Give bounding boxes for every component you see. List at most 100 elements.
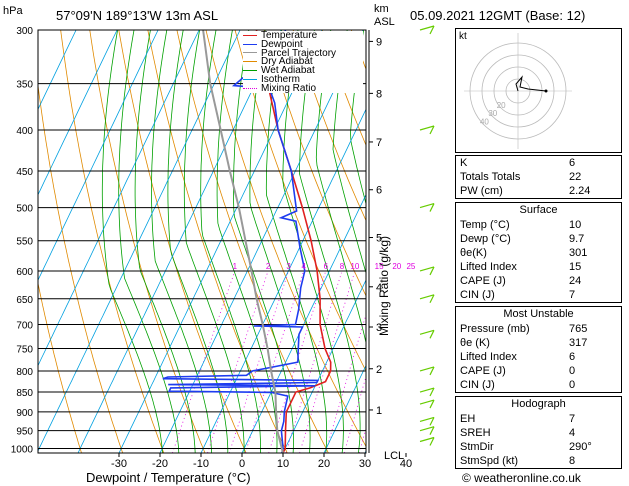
hodograph: kt 40 30 20 bbox=[455, 28, 622, 153]
stmdir-value: 290° bbox=[569, 441, 592, 453]
surface-cin-label: CIN (J) bbox=[460, 289, 495, 301]
legend-label: Mixing Ratio bbox=[261, 82, 317, 94]
temperature-tick-label: 30 bbox=[359, 458, 371, 470]
legend-swatch bbox=[243, 70, 257, 72]
wind-barb bbox=[419, 387, 435, 393]
hodograph-point bbox=[544, 89, 548, 93]
hodograph-kt-label: kt bbox=[459, 31, 467, 42]
wet-adiabat-line bbox=[183, 30, 245, 453]
pw-row: PW (cm) 2.24 bbox=[456, 184, 621, 198]
altitude-tick-label: 4 bbox=[376, 282, 382, 294]
hodograph-table-title: Hodograph bbox=[511, 398, 566, 410]
eh-value: 7 bbox=[569, 413, 576, 425]
pressure-tick-label: 300 bbox=[16, 26, 33, 37]
legend-swatch bbox=[243, 52, 257, 54]
surface-theta-label: θe(K) bbox=[460, 247, 487, 259]
mu-li-label: Lifted Index bbox=[460, 351, 517, 363]
surface-table: Surface Temp (°C) 10 Dewp (°C) 9.7 θe(K) 30… bbox=[455, 202, 622, 303]
legend-label: Temperature bbox=[261, 29, 318, 41]
mixing-ratio-label: 8 bbox=[340, 262, 345, 271]
isotherm-line bbox=[159, 30, 364, 453]
most-unstable-table: Most Unstable Pressure (mb) 765 θe (K) 317… bbox=[455, 306, 622, 393]
dry-adiabat-line bbox=[321, 30, 366, 147]
legend-item: Temperature bbox=[243, 29, 363, 41]
mixing-ratio-line bbox=[207, 272, 268, 453]
wet-adiabat-line bbox=[216, 30, 278, 453]
surface-temp-row: Temp (°C) 10 bbox=[456, 218, 621, 232]
dry-adiabat-line bbox=[205, 30, 366, 448]
wet-adiabat-line bbox=[315, 30, 366, 345]
mixing-ratio-label: 20 bbox=[392, 262, 401, 271]
wind-barb bbox=[419, 202, 435, 209]
hodograph-ring-label: 20 bbox=[497, 101, 506, 110]
dry-adiabat-line bbox=[147, 30, 288, 453]
stmspd-row: StmSpd (kt) 8 bbox=[456, 454, 621, 468]
pw-label: PW (cm) bbox=[460, 185, 503, 197]
wind-barb bbox=[419, 366, 435, 372]
wet-adiabat-line bbox=[332, 30, 366, 275]
wind-barb bbox=[419, 329, 435, 335]
mu-cape-row: CAPE (J) 0 bbox=[456, 364, 621, 378]
totals-totals-value: 22 bbox=[569, 171, 582, 183]
mixing-ratio-line bbox=[299, 272, 355, 453]
mu-pressure-row: Pressure (mb) 765 bbox=[456, 322, 621, 336]
pressure-tick-label: 650 bbox=[16, 295, 33, 306]
hodograph-table: Hodograph EH 7 SREH 4 StmDir 290° StmSpd (k… bbox=[455, 396, 622, 469]
isotherm-line bbox=[241, 193, 366, 453]
legend-item: Dry Adiabat bbox=[243, 56, 363, 68]
legend-item: Wet Adiabat bbox=[243, 66, 363, 76]
pressure-tick-label: 400 bbox=[16, 126, 33, 137]
hodograph-ring-label: 40 bbox=[480, 118, 489, 127]
wet-adiabat-line bbox=[200, 30, 262, 453]
dewpoint-line bbox=[162, 30, 320, 453]
wet-adiabat-line bbox=[101, 30, 163, 453]
mixing-ratio-label: 25 bbox=[406, 262, 415, 271]
surface-li-label: Lifted Index bbox=[460, 261, 517, 273]
legend-item: Isotherm bbox=[243, 74, 363, 84]
altitude-tick-label: 5 bbox=[376, 233, 382, 245]
wind-barb bbox=[419, 266, 435, 272]
legend-item: Mixing Ratio bbox=[243, 82, 363, 94]
legend-label: Dewpoint bbox=[261, 38, 303, 50]
mixing-ratio-label: 6 bbox=[324, 262, 329, 271]
legend-label: Parcel Trajectory bbox=[261, 47, 337, 59]
temperature-tick-label: -20 bbox=[152, 458, 168, 470]
k-index-value: 6 bbox=[569, 157, 576, 169]
legend-swatch bbox=[243, 34, 257, 36]
surface-dewp-value: 9.7 bbox=[569, 233, 585, 245]
legend-swatch bbox=[243, 78, 257, 80]
sreh-value: 4 bbox=[569, 427, 576, 439]
mixing-ratio-label: 15 bbox=[375, 262, 384, 271]
wind-barb-flag bbox=[429, 387, 435, 397]
legend-label: Dry Adiabat bbox=[261, 56, 313, 68]
dry-adiabat-line bbox=[38, 82, 124, 453]
wind-barb-flag bbox=[429, 366, 435, 376]
altitude-tick-label: 2 bbox=[376, 364, 382, 376]
altitude-tick-label: 6 bbox=[376, 185, 382, 197]
wind-barb bbox=[419, 25, 435, 31]
isotherm-line bbox=[323, 364, 366, 453]
copyright: © weatheronline.co.uk bbox=[462, 471, 581, 485]
altitude-tick-label: 3 bbox=[376, 322, 382, 334]
wind-barb-flag bbox=[429, 25, 435, 35]
pressure-tick-label: 900 bbox=[16, 408, 33, 419]
mu-theta-value: 317 bbox=[569, 337, 588, 349]
legend: Temperature Dewpoint Parcel Trajectory Dry … bbox=[243, 29, 363, 94]
surface-cape-label: CAPE (J) bbox=[460, 275, 506, 287]
surface-dewp-row: Dewp (°C) 9.7 bbox=[456, 232, 621, 246]
mu-theta-label: θe (K) bbox=[460, 337, 490, 349]
legend-item: Parcel Trajectory bbox=[243, 47, 363, 59]
eh-label: EH bbox=[460, 413, 476, 425]
temperature-tick-label: 0 bbox=[239, 458, 245, 470]
hpa-label: hPa bbox=[3, 5, 23, 17]
wind-barb bbox=[419, 436, 435, 443]
isotherm-line bbox=[38, 30, 241, 452]
wet-adiabat-line bbox=[233, 30, 294, 453]
pressure-tick-label: 350 bbox=[16, 80, 33, 91]
x-axis-label: Dewpoint / Temperature (°C) bbox=[86, 470, 251, 485]
mixing-ratio-axis-label: Mixing Ratio (g/kg) bbox=[377, 235, 392, 337]
surface-cin-value: 7 bbox=[569, 289, 576, 301]
wind-barb bbox=[419, 416, 435, 422]
legend-item: Dewpoint bbox=[243, 38, 363, 50]
